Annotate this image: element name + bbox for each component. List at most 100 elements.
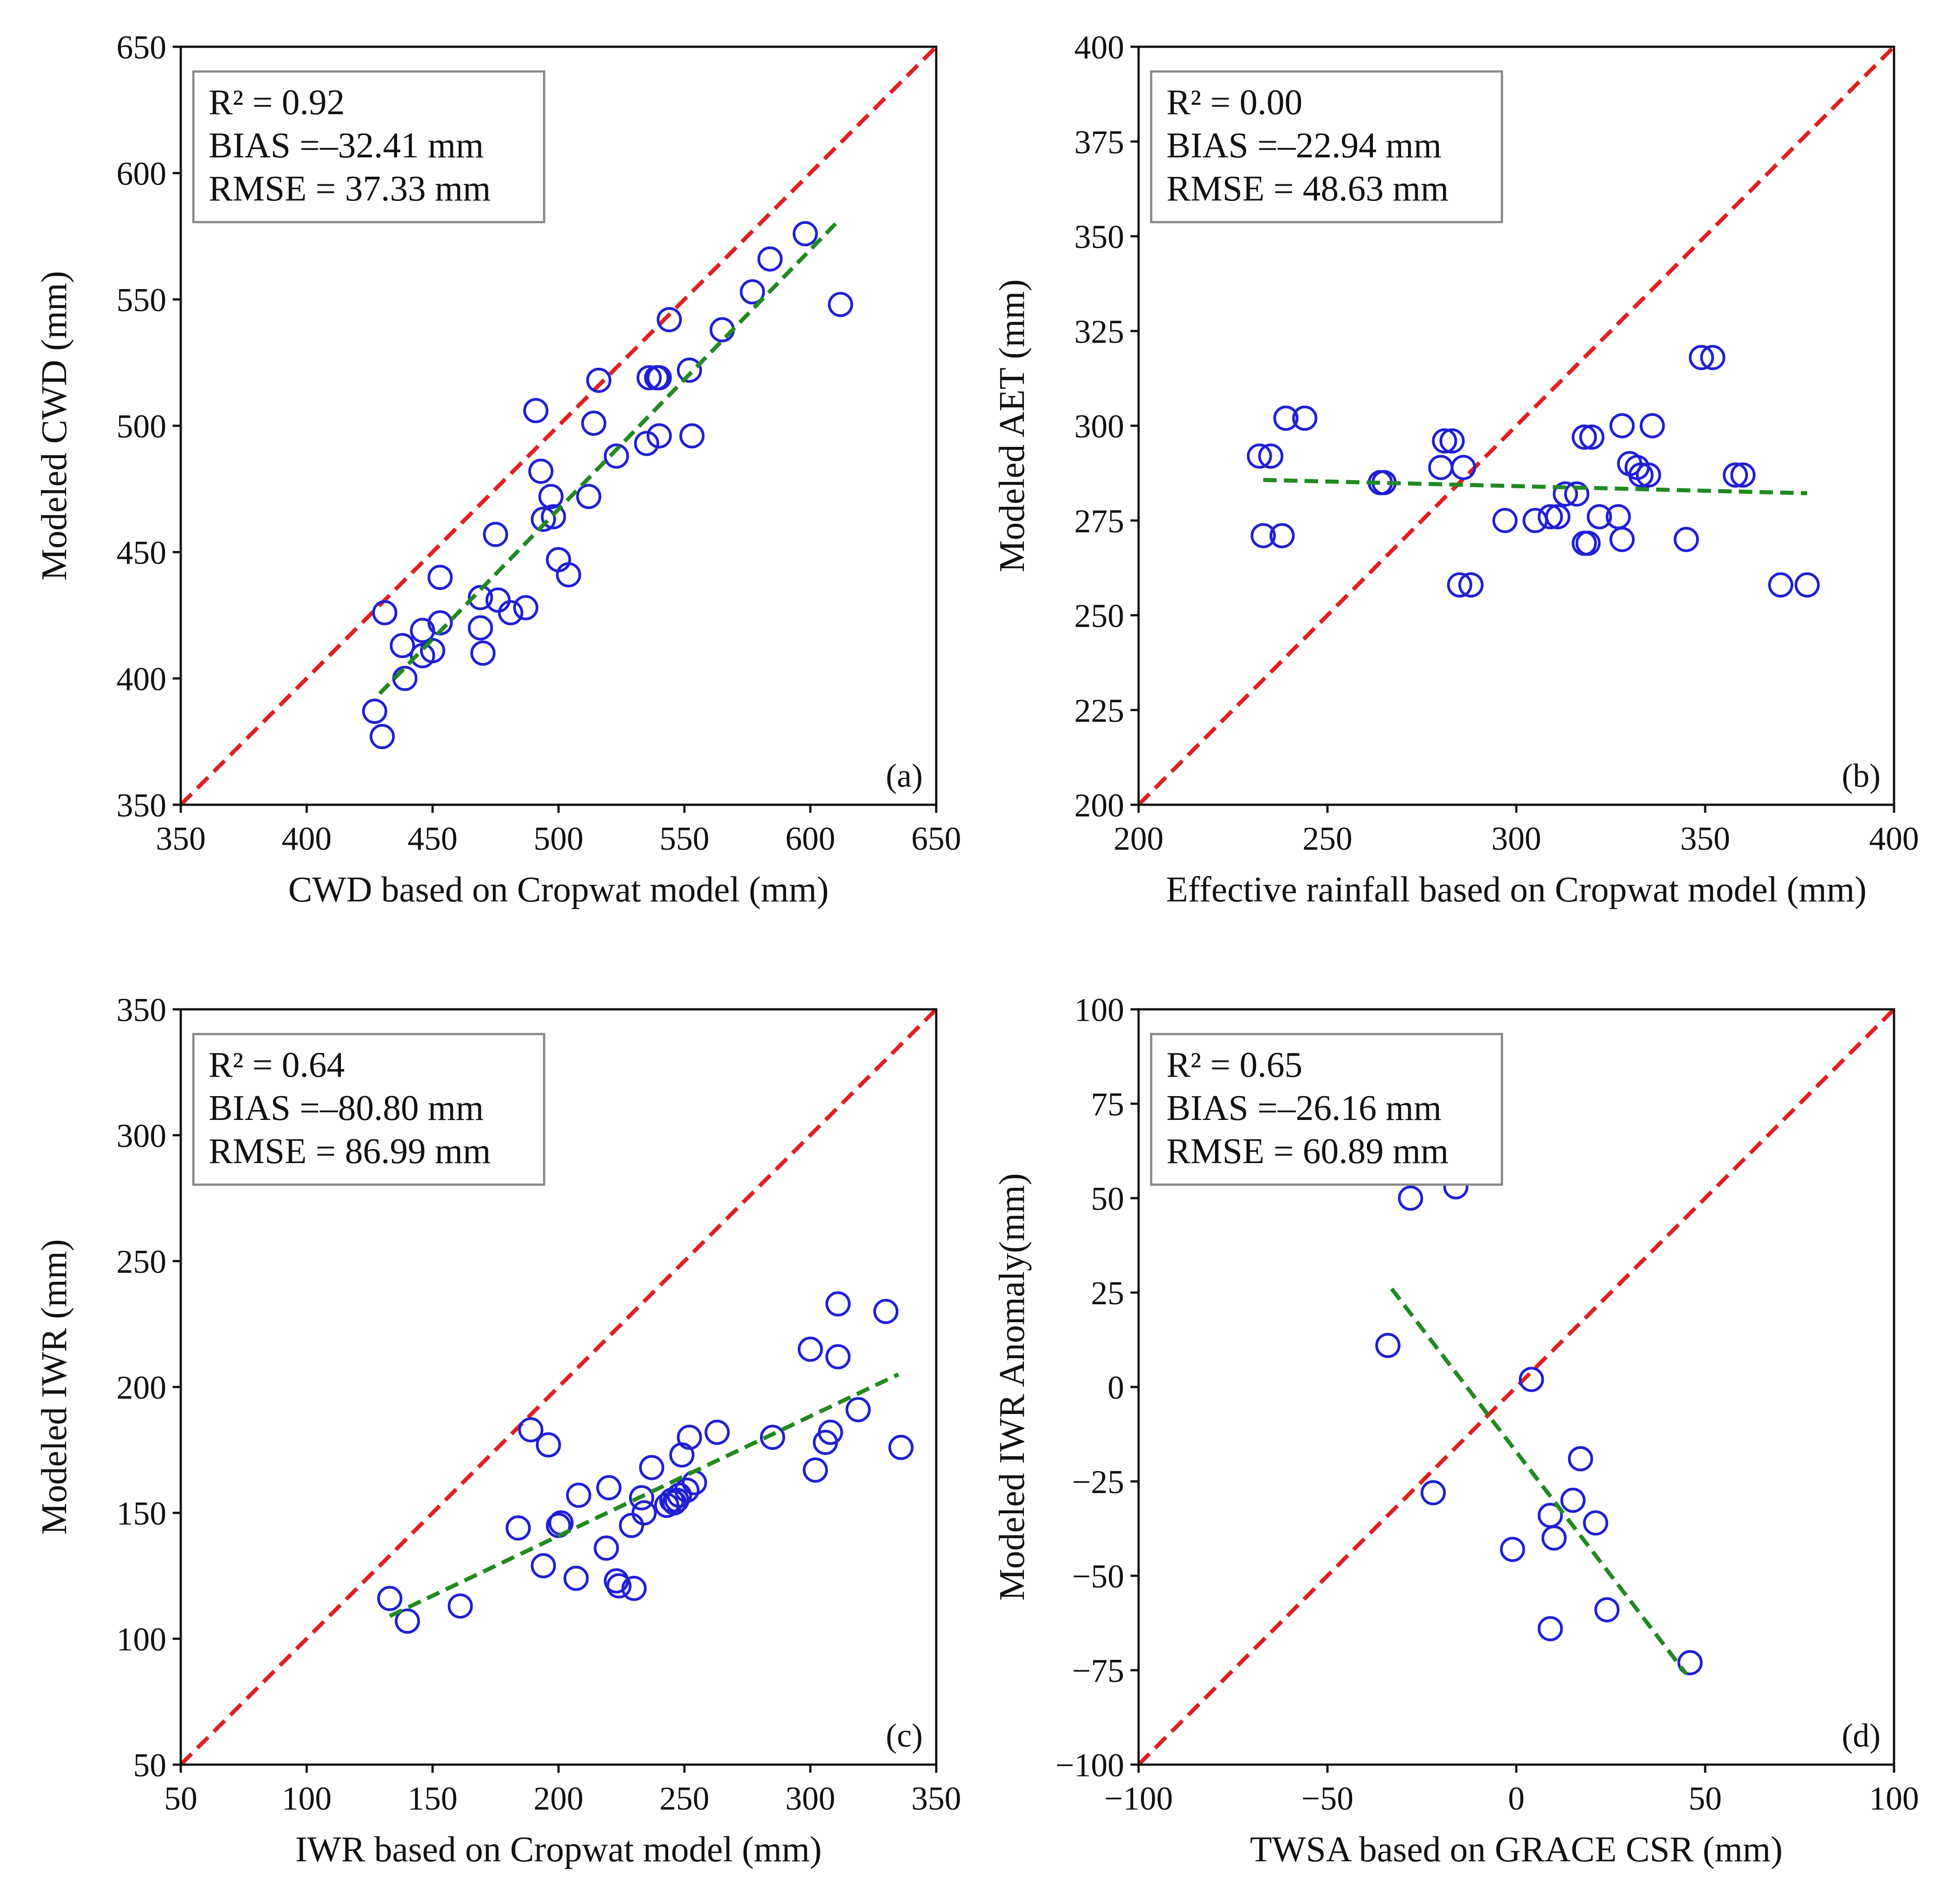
panel-c-data-point <box>677 1425 702 1450</box>
panel-b-data-point <box>1609 413 1635 438</box>
panel-a-data-point <box>468 585 493 611</box>
panel-b-data-point <box>1251 523 1276 548</box>
panel-b-data-point <box>1700 345 1725 370</box>
panel-a-x-axis-label: CWD based on Cropwat model (mm) <box>288 870 829 910</box>
panel-c: 50 100 150 200 250 300 350 50 100 150 200 250 300 350… <box>35 992 961 1869</box>
panel-a-identity-line <box>181 47 936 805</box>
panel-c-x-tick-label: 50 <box>164 1780 197 1817</box>
panel-a-data-point <box>427 565 453 590</box>
panel-b-data-point <box>1609 526 1635 552</box>
panel-c-data-point <box>666 1482 692 1508</box>
panel-b-data-point <box>1628 462 1654 488</box>
panel-b-x-tick-label: 250 <box>1303 820 1353 857</box>
panel-b-identity-line <box>1139 47 1894 805</box>
panel-c-data-point <box>631 1500 657 1525</box>
panel-d-y-tick-label: 25 <box>1091 1275 1124 1312</box>
panel-d-data-point <box>1568 1446 1593 1471</box>
panel-a-data-point <box>485 587 511 613</box>
panel-b-data-point <box>1545 504 1571 530</box>
panel-c-rmse: RMSE = 86.99 mm <box>209 1132 491 1171</box>
panel-b-data-point <box>1572 424 1597 450</box>
panel-c-marks <box>181 1009 936 1765</box>
panel-c-tag: (c) <box>886 1717 923 1754</box>
panel-b-data-point <box>1458 572 1484 598</box>
panel-a-rmse: RMSE = 37.33 mm <box>209 169 491 209</box>
panel-c-data-point <box>447 1593 473 1619</box>
panel-d-r2: R² = 0.65 <box>1166 1045 1302 1085</box>
panel-a-bias: BIAS =–32.41 mm <box>209 126 484 165</box>
panel-b-y-tick-label: 375 <box>1074 124 1124 161</box>
panel-a-data-point <box>792 221 818 246</box>
panel-a-x-tick-label: 350 <box>156 820 206 857</box>
panel-d-y-tick-label: 0 <box>1108 1369 1124 1406</box>
panel-a-data-point <box>470 640 496 666</box>
panel-a-data-point <box>634 431 659 456</box>
panel-c-data-point <box>531 1553 556 1578</box>
panel-b-data-point <box>1768 572 1793 598</box>
panel-b-y-tick-label: 325 <box>1074 313 1124 350</box>
panel-d-y-tick-label: −25 <box>1072 1464 1124 1501</box>
panel-a-tag: (a) <box>886 758 923 794</box>
panel-c-data-point <box>518 1417 544 1443</box>
panel-c-data-point <box>888 1435 914 1460</box>
panel-d-x-tick-label: 0 <box>1508 1780 1525 1817</box>
panel-a-y-tick-label: 600 <box>116 156 166 192</box>
panel-a-data-point <box>362 699 388 724</box>
panel-b-data-point <box>1723 462 1748 488</box>
panel-b-data-point <box>1586 504 1612 530</box>
panel-b-y-tick-label: 200 <box>1074 787 1124 824</box>
panel-a-data-point <box>636 365 662 391</box>
panel-c-data-point <box>661 1490 687 1516</box>
panel-d-tag: (d) <box>1842 1717 1881 1754</box>
panel-a-data-point <box>677 357 702 383</box>
panel-c-y-tick-label: 150 <box>116 1495 166 1532</box>
panel-d-y-tick-label: 75 <box>1091 1086 1124 1123</box>
panel-c-data-point <box>803 1457 828 1483</box>
panel-c-data-point <box>669 1442 695 1468</box>
panel-b-fit-line <box>1263 478 1807 495</box>
panel-d-x-tick-label: −100 <box>1104 1780 1173 1817</box>
panel-b-data-point <box>1553 481 1578 507</box>
panel-b-data-point <box>1269 523 1295 548</box>
panel-a-x-tick-label: 450 <box>408 820 458 857</box>
panel-a-fit-line <box>378 217 842 695</box>
panel-a-data-point <box>586 367 612 393</box>
panel-c-data-point <box>845 1397 871 1422</box>
panel-c-x-tick-label: 100 <box>282 1780 332 1817</box>
panel-c-data-point <box>760 1425 785 1450</box>
panel-c-data-point <box>639 1455 665 1480</box>
panel-c-data-point <box>505 1515 531 1541</box>
panel-c-x-tick-label: 250 <box>660 1780 710 1817</box>
panel-b-x-tick-label: 200 <box>1114 820 1164 857</box>
panel-b-bias: BIAS =–22.94 mm <box>1166 126 1442 165</box>
panel-b-data-point <box>1674 526 1699 552</box>
panel-a-marks <box>181 47 936 805</box>
panel-d-y-tick-label: 100 <box>1074 992 1124 1029</box>
panel-a-data-point <box>757 246 783 272</box>
panel-d-plot-area: −100 −50 0 50 100 −100 −75 −50 −25 0 25 50 75 100 <box>1055 992 1919 1817</box>
panel-b-marks <box>1139 47 1894 805</box>
panel-b-data-point <box>1640 413 1665 438</box>
panel-c-data-point <box>596 1475 621 1500</box>
panel-a-y-tick-label: 400 <box>116 661 166 698</box>
panel-b-y-tick-label: 250 <box>1074 598 1124 635</box>
panel-b-plot-area: 200 250 300 350 400 200 225 250 275 300 325 350 375 4… <box>1074 29 1919 857</box>
panel-c-data-point <box>825 1291 851 1317</box>
panel-b-y-tick-label: 300 <box>1074 408 1124 445</box>
panel-c-data-point <box>818 1419 843 1445</box>
panel-c-x-axis-label: IWR based on Cropwat model (mm) <box>295 1830 822 1869</box>
panel-c-y-tick-label: 250 <box>116 1244 166 1280</box>
panel-b-x-axis-label: Effective rainfall based on Cropwat mode… <box>1166 870 1867 910</box>
panel-c-data-point <box>563 1565 589 1591</box>
panel-a-data-point <box>498 600 523 625</box>
panel-b-data-point <box>1432 428 1457 454</box>
panel-d-fit-line <box>1390 1287 1688 1676</box>
panel-c-data-point <box>825 1344 851 1369</box>
panel-d-x-tick-label: −50 <box>1301 1780 1354 1817</box>
panel-a-x-tick-label: 650 <box>911 820 961 857</box>
panel-b-x-tick-label: 300 <box>1492 820 1541 857</box>
panel-a-data-point <box>538 484 564 509</box>
panel-c-identity-line <box>181 1009 936 1765</box>
panel-c-data-point <box>377 1586 402 1611</box>
